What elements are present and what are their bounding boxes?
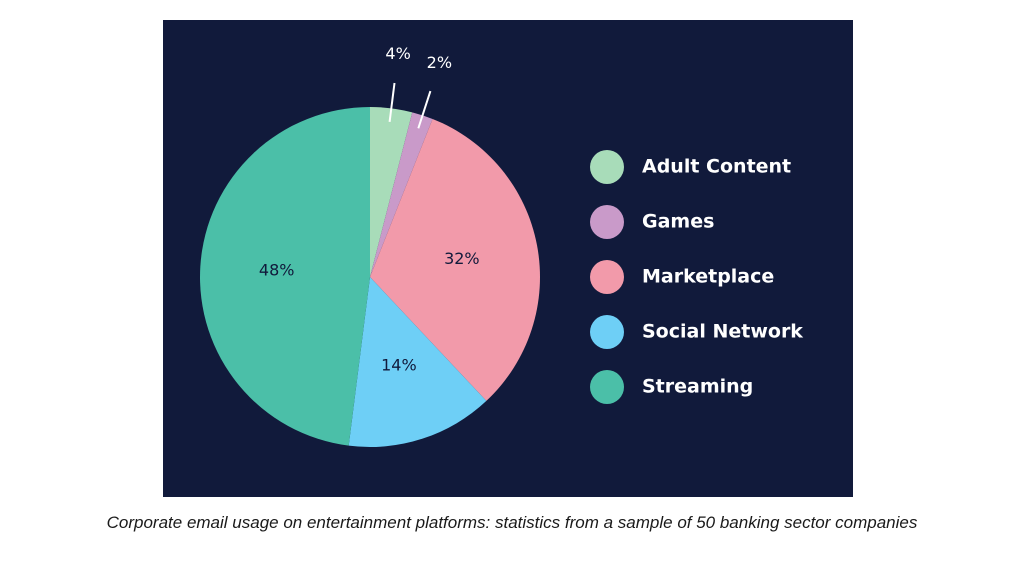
slice-label-games: 2% [427,53,452,72]
pie-slice-social-network [348,277,487,447]
legend-label-adult-content: Adult Content [642,156,791,178]
pie-chart: 4% 2% 32% 14% 48% Adult Content Games Marketpla… [200,44,803,447]
legend-swatch-adult-content [590,150,624,184]
leader-line-games [417,90,432,129]
pie-slice-marketplace [370,118,540,401]
leader-line-adult-content [388,82,396,122]
pie-slice-games [370,112,433,277]
legend-label-marketplace: Marketplace [642,266,774,288]
legend-swatch-streaming [590,370,624,404]
slice-label-social-network: 14% [381,355,417,374]
pie-slice-adult-content [370,107,413,277]
slice-label-marketplace: 32% [444,249,480,268]
chart-caption: Corporate email usage on entertainment p… [106,513,918,532]
slice-label-adult-content: 4% [385,44,410,63]
slice-label-streaming: 48% [259,261,295,280]
legend-swatch-games [590,205,624,239]
legend-swatch-social-network [590,315,624,349]
legend-label-streaming: Streaming [642,376,753,398]
legend-label-social-network: Social Network [642,321,803,343]
chart-panel: 4% 2% 32% 14% 48% Adult Content Games Marketpla… [163,20,853,497]
pie-slice-streaming [200,107,370,446]
legend-label-games: Games [642,211,714,233]
legend-swatch-marketplace [590,260,624,294]
